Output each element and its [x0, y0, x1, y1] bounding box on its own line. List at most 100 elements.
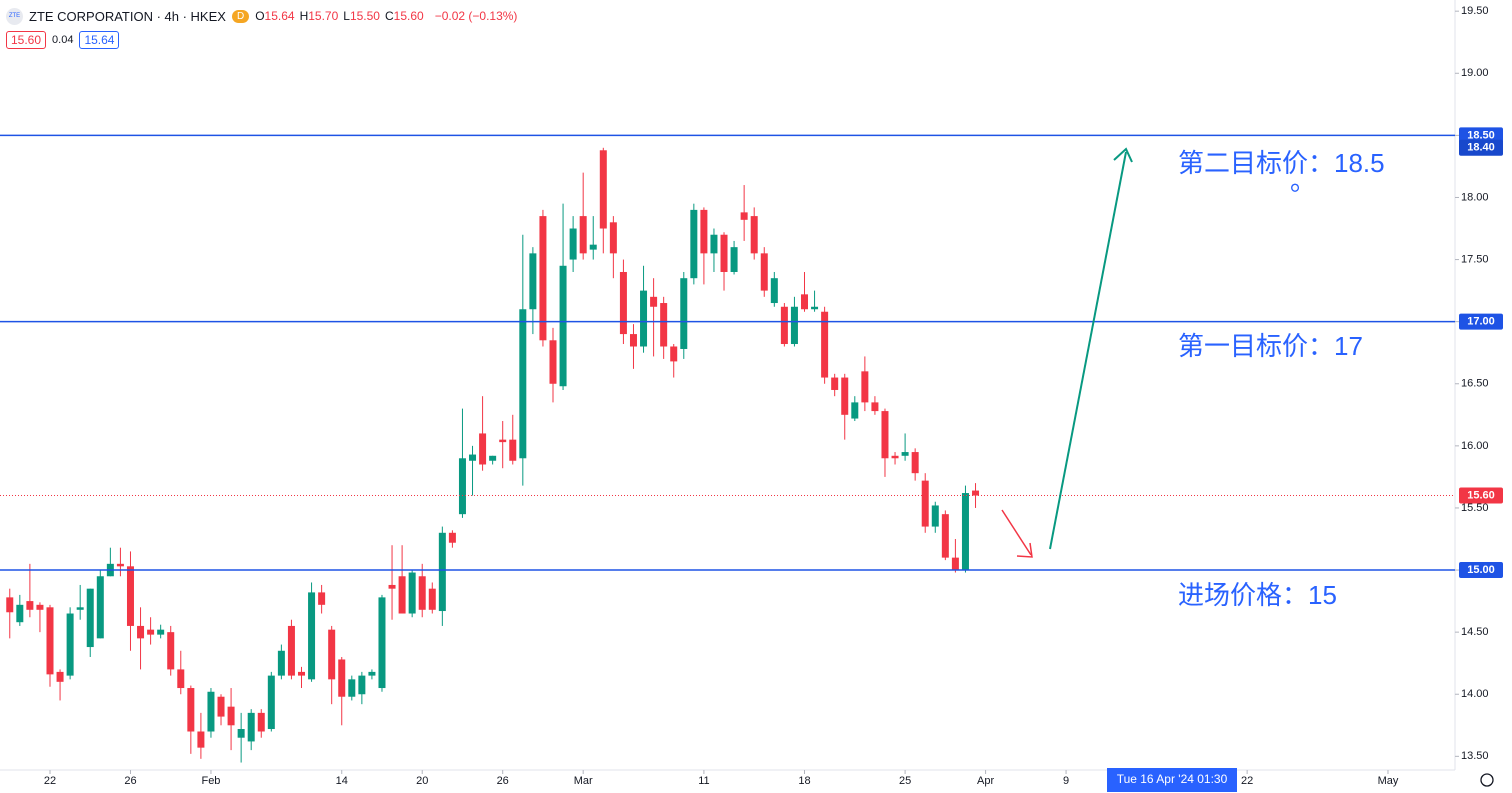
candle-body [760, 253, 768, 291]
candle-body [137, 625, 145, 639]
candle-body [951, 557, 959, 571]
candle-body [227, 706, 235, 726]
candle-body [147, 629, 155, 635]
x-tick-label: 20 [416, 775, 428, 787]
candle-body [167, 632, 175, 670]
annotation: 进场价格：15 [1178, 580, 1337, 610]
bid: 15.60 [6, 31, 47, 49]
price-label: 17.00 [1467, 316, 1495, 328]
candle-body [177, 669, 185, 689]
down-arrow-head [1016, 542, 1033, 558]
price-label-box [1459, 313, 1503, 330]
price-label: 18.50 [1467, 129, 1495, 141]
x-tick-label: 18 [798, 775, 810, 787]
candle-body [821, 311, 829, 378]
candle-body [740, 212, 748, 220]
x-tick-label: 26 [497, 775, 509, 787]
candle-body [157, 629, 165, 635]
candle-body [287, 625, 295, 676]
candle-body [348, 679, 356, 697]
candle-body [56, 671, 64, 682]
candle-body [418, 576, 426, 610]
ohlc-value: 15.64 [264, 9, 295, 23]
candle-body [700, 209, 708, 254]
candle-body [438, 532, 446, 612]
ohlc-key: O [255, 9, 265, 23]
candle-body [871, 402, 879, 412]
y-tick-label: 17.50 [1461, 253, 1489, 265]
candle-body [458, 458, 466, 515]
symbol-title: ZTE CORPORATION · 4h · HKEX [29, 8, 226, 24]
candle-body [398, 576, 406, 614]
x-tick-label: 11 [698, 775, 709, 787]
settings-icon[interactable] [1480, 773, 1494, 787]
candle-body [660, 303, 668, 347]
candle-body [46, 607, 54, 675]
y-tick-label: 15.50 [1461, 502, 1489, 514]
candle-body [921, 480, 929, 527]
ohlc-key: C [384, 9, 394, 23]
x-tick-label: Feb [201, 775, 220, 787]
ohlc-value: 15.50 [349, 9, 380, 23]
candle-body [16, 604, 24, 623]
candle-body [579, 216, 587, 254]
y-tick-label: 19.50 [1461, 5, 1489, 17]
candle-body [710, 234, 718, 254]
x-tick-label: 26 [124, 775, 136, 787]
y-tick-label: 13.50 [1461, 750, 1489, 762]
price-label-box [1459, 127, 1503, 144]
change: −0.02 (−0.13%) [434, 9, 518, 23]
ohlc-key: H [299, 9, 309, 23]
x-tick-label: 25 [899, 775, 911, 787]
annotation: 第一目标价：17 [1178, 331, 1363, 361]
candle-body [197, 731, 205, 748]
symbol-icon: ZTE [6, 7, 23, 25]
candle-body [519, 309, 527, 459]
candle-body [338, 659, 346, 697]
candle-body [267, 675, 275, 730]
candle-body [640, 290, 648, 347]
candle-body [277, 650, 285, 676]
candle-body [6, 597, 14, 613]
x-tick-label: Apr [977, 775, 994, 787]
up-arrow [1049, 151, 1127, 550]
badge: D [231, 9, 250, 23]
candle-body [469, 454, 477, 461]
price-label: 18.40 [1467, 142, 1495, 154]
candle-body [972, 490, 980, 496]
y-tick-label: 16.50 [1461, 378, 1489, 390]
annotation: 。 [1290, 166, 1316, 196]
x-tick-label: 14 [336, 775, 348, 787]
candle-body [770, 278, 778, 304]
candle-body [489, 455, 497, 461]
y-tick-label: 19.00 [1461, 67, 1489, 79]
candle-body [750, 216, 758, 254]
plot: 13.50 14.00 14.50 15.00 15.50 16.00 16.50 17.00… [0, 5, 1503, 787]
candle-body [599, 150, 607, 229]
ohlc-value: 15.70 [308, 9, 339, 23]
annotation: 第二目标价：18.5 [1178, 148, 1385, 178]
price-label: 15.60 [1467, 489, 1495, 501]
candle-body [76, 607, 84, 610]
candle-body [609, 222, 617, 254]
x-tick-label: May [1378, 775, 1399, 787]
candle-body [318, 592, 326, 605]
candle-body [388, 584, 396, 589]
candle-body [931, 505, 939, 527]
price-label-box [1459, 139, 1503, 156]
ohlc-key: L [343, 9, 350, 23]
candle-body [790, 306, 798, 345]
candle-body [861, 371, 869, 403]
candle-body [539, 216, 547, 341]
candle-body [428, 588, 436, 610]
candle-body [881, 411, 889, 459]
candle-body [891, 455, 899, 459]
candle-body [851, 402, 859, 419]
candle-body [841, 377, 849, 415]
crosshair-box [1107, 768, 1237, 792]
x-tick-label: 22 [1241, 775, 1253, 787]
price-label-box [1459, 487, 1503, 504]
candle-body [559, 265, 567, 387]
candle-body [298, 671, 305, 676]
